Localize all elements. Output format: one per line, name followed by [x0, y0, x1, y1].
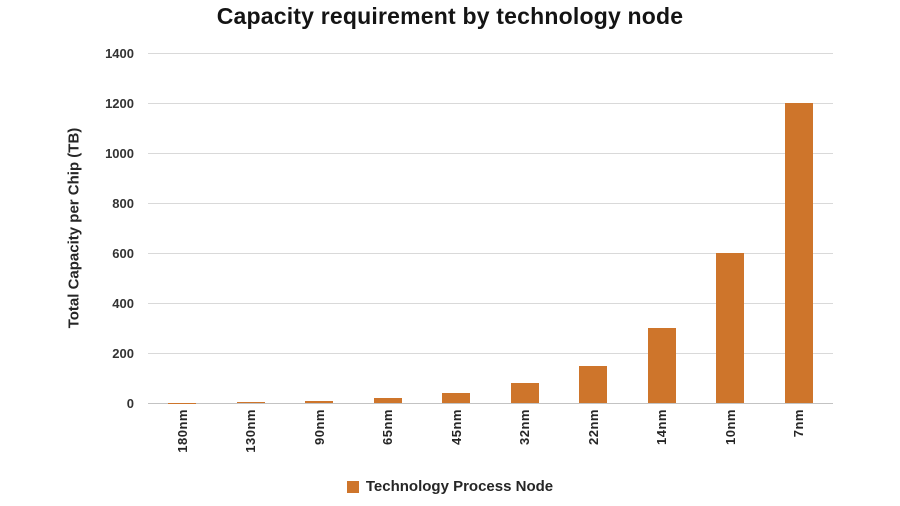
x-label-slot-32nm: 32nm [491, 409, 560, 445]
bar-130nm [236, 401, 265, 403]
x-tick-label-65nm: 65nm [380, 409, 396, 445]
gridline-1200 [148, 103, 833, 104]
y-tick-label-1400: 1400 [105, 46, 134, 61]
bar-slot-14nm [628, 53, 697, 403]
bar-22nm [579, 365, 608, 403]
bar-slot-180nm [148, 53, 217, 403]
gridline-1400 [148, 53, 833, 54]
plot-area [148, 53, 833, 404]
bar-slot-65nm [354, 53, 423, 403]
bar-slot-7nm [765, 53, 834, 403]
x-tick-label-22nm: 22nm [585, 409, 601, 445]
y-tick-label-1200: 1200 [105, 96, 134, 111]
bar-65nm [373, 398, 402, 403]
x-label-slot-90nm: 90nm [285, 409, 354, 445]
legend: Technology Process Node [0, 478, 900, 495]
bar-slot-10nm [696, 53, 765, 403]
x-tick-label-130nm: 130nm [243, 409, 259, 453]
gridline-200 [148, 353, 833, 354]
x-axis-labels: 180nm 130nm 90nm 65nm 45nm 32nm 22nm 14nm 10nm 7n… [148, 409, 833, 453]
gridline-0 [148, 403, 833, 404]
x-tick-label-7nm: 7nm [791, 409, 807, 438]
x-label-slot-10nm: 10nm [696, 409, 765, 445]
y-tick-label-0: 0 [126, 396, 134, 411]
bar-14nm [647, 328, 676, 403]
y-tick-label-600: 600 [112, 246, 134, 261]
x-label-slot-22nm: 22nm [559, 409, 628, 445]
legend-swatch-icon [346, 480, 359, 493]
y-tick-label-800: 800 [112, 196, 134, 211]
bars-container [148, 53, 833, 403]
bar-slot-45nm [422, 53, 491, 403]
x-tick-label-10nm: 10nm [722, 409, 738, 445]
x-tick-label-14nm: 14nm [654, 409, 670, 445]
bar-7nm [784, 103, 813, 403]
bar-slot-90nm [285, 53, 354, 403]
gridline-1000 [148, 153, 833, 154]
x-label-slot-65nm: 65nm [354, 409, 423, 445]
x-label-slot-130nm: 130nm [217, 409, 286, 453]
gridline-800 [148, 203, 833, 204]
bar-90nm [305, 400, 334, 403]
x-label-slot-180nm: 180nm [148, 409, 217, 453]
x-tick-label-180nm: 180nm [174, 409, 190, 453]
x-label-slot-45nm: 45nm [422, 409, 491, 445]
bar-45nm [442, 393, 471, 403]
x-tick-label-90nm: 90nm [311, 409, 327, 445]
bar-180nm [168, 402, 197, 403]
x-tick-label-45nm: 45nm [448, 409, 464, 445]
gridline-600 [148, 253, 833, 254]
y-tick-label-400: 400 [112, 296, 134, 311]
x-label-slot-7nm: 7nm [765, 409, 834, 437]
y-tick-label-200: 200 [112, 346, 134, 361]
x-label-slot-14nm: 14nm [628, 409, 697, 445]
x-tick-label-32nm: 32nm [517, 409, 533, 445]
y-tick-label-1000: 1000 [105, 146, 134, 161]
chart-title: Capacity requirement by technology node [216, 3, 684, 29]
bar-slot-130nm [217, 53, 286, 403]
bar-slot-32nm [491, 53, 560, 403]
bar-10nm [716, 253, 745, 403]
gridline-400 [148, 303, 833, 304]
bar-slot-22nm [559, 53, 628, 403]
bar-32nm [510, 383, 539, 403]
legend-label: Technology Process Node [365, 478, 554, 495]
